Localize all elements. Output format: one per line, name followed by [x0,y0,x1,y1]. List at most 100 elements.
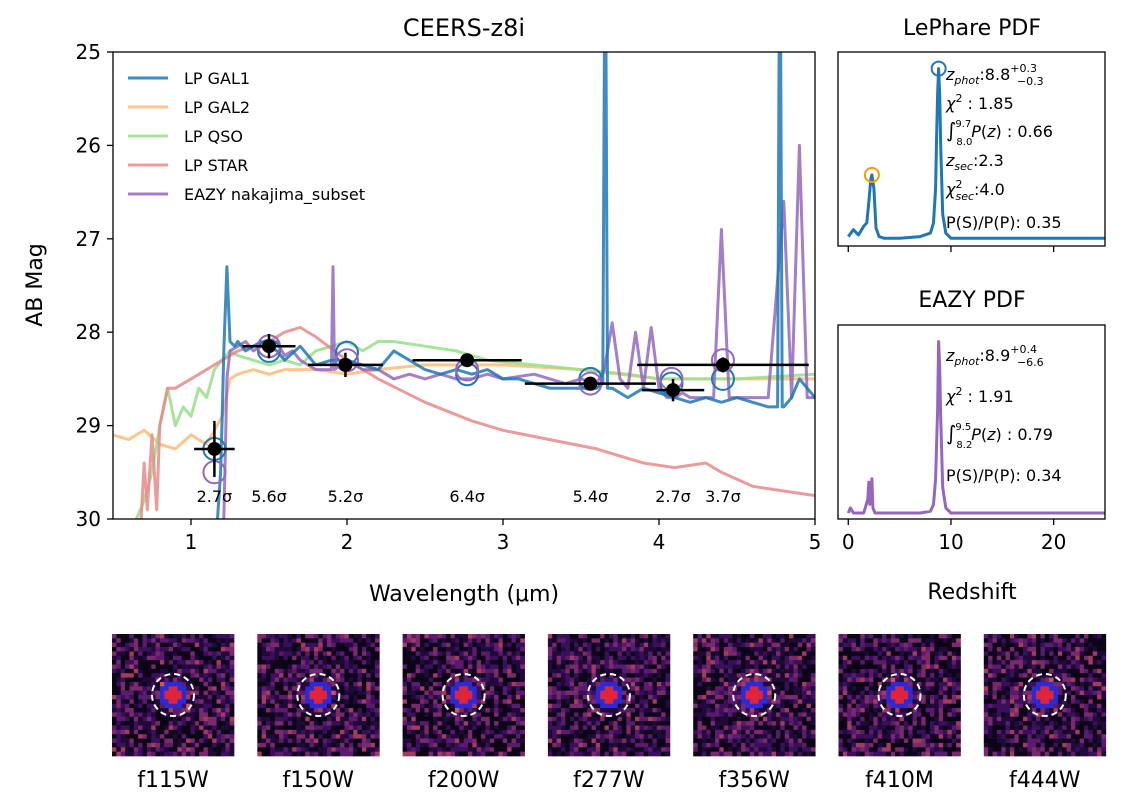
cutout-pixel [842,708,848,713]
cutout-pixel [173,729,178,735]
cutout-pixel [437,751,443,757]
cutout-pixel [344,747,350,752]
cutout-pixel [437,647,443,652]
cutout-pixel [370,638,376,644]
cutout-pixel [806,751,812,757]
cutout-pixel [216,734,222,739]
cutout-pixel [454,725,460,731]
cutout-pixel [313,695,319,700]
cutout-pixel [988,647,993,652]
cutout-pixel [608,742,614,748]
cutout-pixel [216,642,222,648]
cutout-pixel [706,751,711,757]
cutout-pixel [181,716,187,722]
cutout-pixel [433,703,438,709]
cutout-pixel [361,703,367,709]
cutout-pixel [810,725,816,731]
cutout-pixel [498,651,504,657]
cutout-pixel [199,716,204,722]
cutout-pixel [569,699,575,705]
cutout-pixel [159,708,165,713]
cutout-pixel [194,729,200,735]
cutout-pixel [847,703,852,709]
cutout-pixel [956,712,961,718]
cutout-pixel [767,721,772,726]
cutout-pixel [556,668,562,674]
cutout-pixel [665,751,671,757]
cutout-pixel [621,681,627,687]
cutout-pixel [797,695,803,700]
cutout-pixel [344,716,350,722]
cutout-pixel [361,729,367,735]
cutout-pixel [855,695,861,700]
cutout-pixel [287,699,293,705]
cutout-pixel [693,716,698,722]
cutout-pixel [630,660,636,665]
cutout-pixel [771,716,777,722]
cutout-pixel [714,729,720,735]
cutout-pixel [138,651,143,657]
cutout-pixel [789,651,794,657]
cutout-pixel [719,686,725,691]
cutout-pixel [212,673,217,678]
cutout-pixel [374,699,380,705]
cutout-pixel [441,712,447,718]
cutout-pixel [159,729,165,735]
cutout-pixel [728,721,733,726]
cutout-pixel [173,664,178,670]
cutout-pixel [693,673,698,678]
cutout-pixel [138,668,143,674]
cutout-pixel [741,729,746,735]
cutout-pixel [552,634,557,639]
cutout-pixel [274,721,280,726]
cutout-pixel [366,690,371,696]
cutout-pixel [520,690,525,696]
cutout-pixel [780,690,786,696]
cutout-pixel [340,747,345,752]
cutout-pixel [938,738,944,744]
cutout-pixel [498,712,504,718]
cutout-pixel [635,703,640,709]
cutout-pixel [142,721,148,726]
cutout-pixel [547,651,553,657]
cutout-pixel [207,725,213,731]
cutout-pixel [882,703,887,709]
cutout-pixel [472,721,478,726]
cutout-pixel [331,651,337,657]
cutout-pixel [225,703,230,709]
cutout-pixel [745,655,751,661]
cutout-pixel [159,647,165,652]
cutout-pixel [467,690,473,696]
cutout-pixel [313,725,319,731]
cutout-pixel [552,703,557,709]
cutout-pixel [313,738,319,744]
cutout-pixel [842,651,848,657]
cutout-pixel [838,655,844,661]
cutout-pixel [344,712,350,718]
cutout-pixel [899,729,905,735]
cutout-pixel [719,642,725,648]
cutout-pixel [732,668,738,674]
cutout-pixel [767,690,772,696]
cutout-pixel [357,638,363,644]
cutout-pixel [279,686,284,691]
cutout-pixel [361,738,367,744]
cutout-pixel [608,690,614,696]
cutout-pixel [793,681,799,687]
cutout-pixel [357,634,363,639]
cutout-pixel [710,668,716,674]
cutout-pixel [608,673,614,678]
cutout-pixel [930,725,935,731]
cutout-pixel [775,634,781,639]
cutout-pixel [129,664,135,670]
cutout-pixel [120,638,126,644]
cutout-pixel [710,677,716,683]
cutout-pixel [402,738,408,744]
cutout-pixel [472,690,478,696]
cutout-pixel [168,681,174,687]
cutout-pixel [956,708,961,713]
cutout-pixel [754,651,759,657]
cutout-pixel [489,725,495,731]
cutout-pixel [556,642,562,648]
cutout-pixel [895,677,900,683]
